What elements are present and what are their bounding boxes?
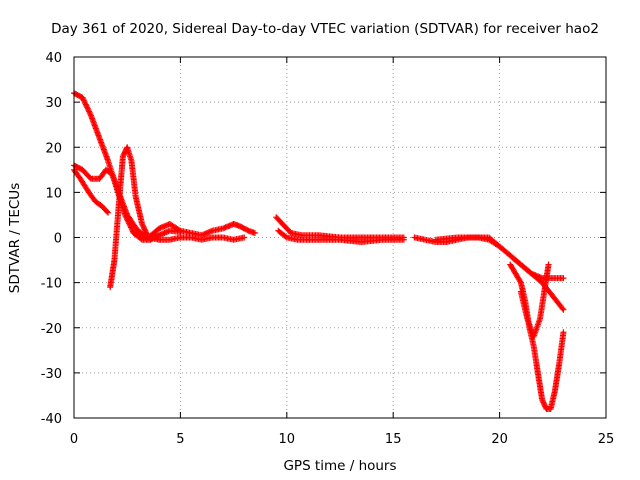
- y-tick-label: 0: [54, 232, 62, 247]
- data-point: [559, 305, 566, 312]
- y-tick-label: 30: [45, 96, 62, 111]
- data-point: [545, 261, 552, 268]
- y-tick-label: 20: [45, 141, 62, 156]
- x-tick-label: 20: [491, 432, 508, 447]
- data-point: [560, 329, 567, 336]
- data-point: [517, 278, 524, 285]
- series-track-10: [432, 234, 567, 282]
- series-track-1: [71, 90, 184, 243]
- y-tick-label: -10: [41, 277, 62, 292]
- series-track-8: [275, 227, 407, 245]
- series-track-6: [156, 234, 248, 243]
- data-point: [141, 226, 148, 233]
- chart-title: Day 361 of 2020, Sidereal Day-to-day VTE…: [51, 21, 599, 37]
- y-tick-label: -40: [41, 412, 62, 427]
- x-tick-labels: 0 5 10 15 20 25: [70, 432, 614, 447]
- series-track-4: [107, 144, 163, 291]
- ticks: [73, 56, 607, 419]
- data-point: [176, 226, 183, 233]
- data-point: [251, 229, 258, 236]
- x-tick-label: 10: [279, 432, 296, 447]
- series-track-5: [130, 221, 258, 241]
- y-tick-labels: -40 -30 -20 -10 0 10 20 30 40: [41, 51, 62, 427]
- x-tick-label: 25: [598, 432, 615, 447]
- y-tick-label: 40: [45, 51, 62, 66]
- x-tick-label: 0: [70, 432, 78, 447]
- series-track-11: [507, 261, 567, 412]
- data-point: [560, 275, 567, 282]
- data-points: [71, 90, 567, 412]
- x-axis-label: GPS time / hours: [283, 458, 396, 474]
- x-tick-label: 5: [176, 432, 184, 447]
- data-point: [84, 104, 91, 111]
- data-point: [241, 234, 248, 241]
- y-axis-label: SDTVAR / TECUs: [7, 183, 23, 293]
- data-point: [400, 236, 407, 243]
- data-point: [105, 209, 112, 216]
- x-tick-label: 15: [385, 432, 402, 447]
- y-tick-label: 10: [45, 186, 62, 201]
- series-track-12: [517, 261, 552, 340]
- y-tick-label: -30: [41, 367, 62, 382]
- y-tick-label: -20: [41, 322, 62, 337]
- data-point: [104, 208, 110, 215]
- series-track-3: [71, 166, 112, 216]
- data-point: [560, 306, 567, 313]
- data-point: [282, 233, 289, 240]
